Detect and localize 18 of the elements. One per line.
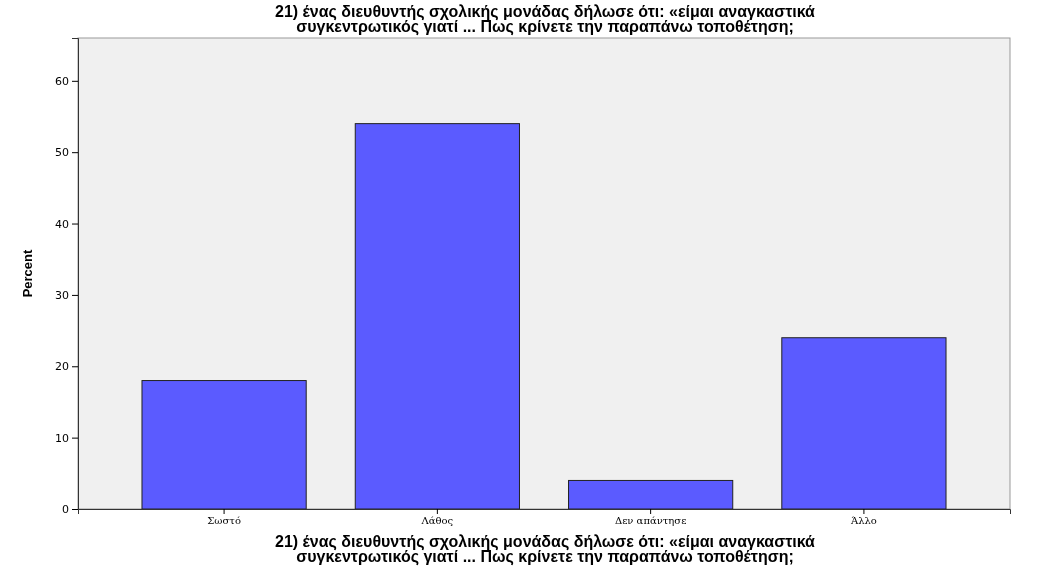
y-axis-title: Percent [20, 248, 35, 298]
x-tick-label: Σωστό [207, 515, 241, 527]
y-tick-label: 10 [55, 431, 69, 445]
x-tick-label: Δεν απάντησε [614, 515, 687, 527]
y-tick-label: 40 [55, 217, 69, 231]
x-axis-title: 21) ένας διευθυντής σχολικής μονάδας δήλωσε ότι: «είμαι αναγκαστικά συγκεντρωτικός γιατί ... Πως κρίνετε την παραπάνω τοποθέτηση; [275, 533, 816, 566]
bar [568, 479, 734, 510]
x-tick-label: Άλλο [849, 515, 877, 527]
y-tick-label: 20 [55, 360, 69, 374]
y-tick-label: 60 [55, 74, 69, 88]
bar [141, 380, 307, 510]
bar [781, 337, 947, 510]
bar [354, 123, 520, 510]
y-tick-label: 30 [55, 288, 69, 302]
x-tick-label: Λάθος [420, 515, 454, 527]
chart-title: 21) ένας διευθυντής σχολικής μονάδας δήλωσε ότι: «είμαι αναγκαστικά συγκεντρωτικός γιατί ... Πως κρίνετε την παραπάνω τοποθέτηση; [275, 3, 816, 36]
y-tick-label: 50 [55, 146, 69, 160]
y-tick-label: 0 [62, 503, 69, 517]
